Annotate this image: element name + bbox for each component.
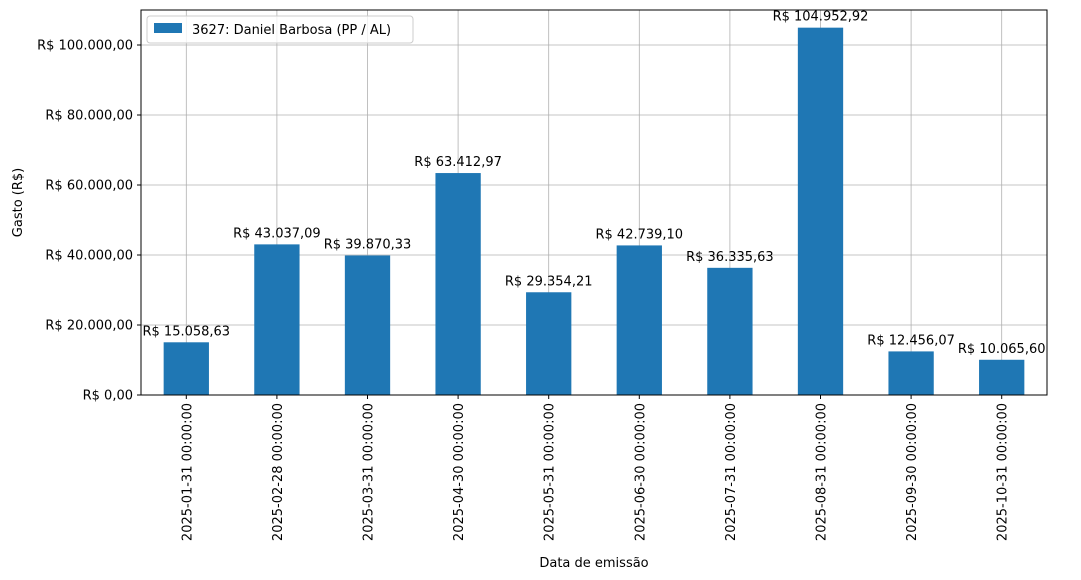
bar xyxy=(254,244,300,395)
plot-frame xyxy=(140,9,1048,396)
x-tick-label: 2025-09-30 00:00:00 xyxy=(905,403,920,541)
legend-swatch xyxy=(154,23,182,33)
y-tick-label: R$ 80.000,00 xyxy=(45,109,133,124)
data-label: R$ 39.870,33 xyxy=(324,237,412,252)
x-tick-label: 2025-08-31 00:00:00 xyxy=(815,403,830,541)
bar xyxy=(707,267,753,395)
bar xyxy=(616,245,662,395)
data-label: R$ 104.952,92 xyxy=(773,10,869,25)
data-label: R$ 10.065,60 xyxy=(958,342,1046,357)
bar xyxy=(526,292,572,395)
bar xyxy=(797,27,844,395)
y-axis: R$ 0,00 R$ 20.000,00 R$ 40.000,00 R$ 60.000… xyxy=(37,39,141,404)
bar xyxy=(888,351,934,395)
data-label: R$ 42.739,10 xyxy=(595,227,683,242)
x-tick-label: 2025-02-28 00:00:00 xyxy=(271,403,286,541)
x-tick-label: 2025-01-31 00:00:00 xyxy=(180,403,195,541)
y-axis-label: Gasto (R$) xyxy=(11,168,26,237)
bar xyxy=(344,255,391,395)
x-tick-label: 2025-04-30 00:00:00 xyxy=(452,403,467,541)
y-tick-label: R$ 0,00 xyxy=(83,389,133,404)
bar xyxy=(435,173,481,395)
y-tick-label: R$ 100.000,00 xyxy=(37,39,133,54)
data-label: R$ 36.335,63 xyxy=(686,250,774,265)
x-axis-label: Data de emissão xyxy=(539,556,648,571)
data-label: R$ 15.058,63 xyxy=(142,324,230,339)
legend-box xyxy=(146,15,414,44)
bars xyxy=(163,27,1025,395)
x-tick-label: 2025-06-30 00:00:00 xyxy=(633,403,648,541)
data-label: R$ 43.037,09 xyxy=(233,226,321,241)
y-tick-label: R$ 40.000,00 xyxy=(45,249,133,264)
bar xyxy=(979,359,1025,395)
data-label: R$ 63.412,97 xyxy=(414,155,502,170)
bar xyxy=(163,342,209,395)
data-label: R$ 29.354,21 xyxy=(505,274,593,289)
y-tick-label: R$ 20.000,00 xyxy=(45,319,133,334)
x-tick-label: 2025-05-31 00:00:00 xyxy=(543,403,558,541)
x-tick-label: 2025-10-31 00:00:00 xyxy=(996,403,1011,541)
legend-label: 3627: Daniel Barbosa (PP / AL) xyxy=(192,23,391,38)
legend: 3627: Daniel Barbosa (PP / AL) xyxy=(146,15,414,44)
data-label: R$ 12.456,07 xyxy=(867,333,955,348)
x-tick-label: 2025-07-31 00:00:00 xyxy=(724,403,739,541)
x-tick-label: 2025-03-31 00:00:00 xyxy=(362,403,377,541)
x-axis: 2025-01-31 00:00:00 2025-02-28 00:00:00 20… xyxy=(180,395,1011,541)
y-tick-label: R$ 60.000,00 xyxy=(45,179,133,194)
data-labels: R$ 15.058,63 R$ 43.037,09R$ 39.870,33 R$ 6… xyxy=(142,10,1045,357)
